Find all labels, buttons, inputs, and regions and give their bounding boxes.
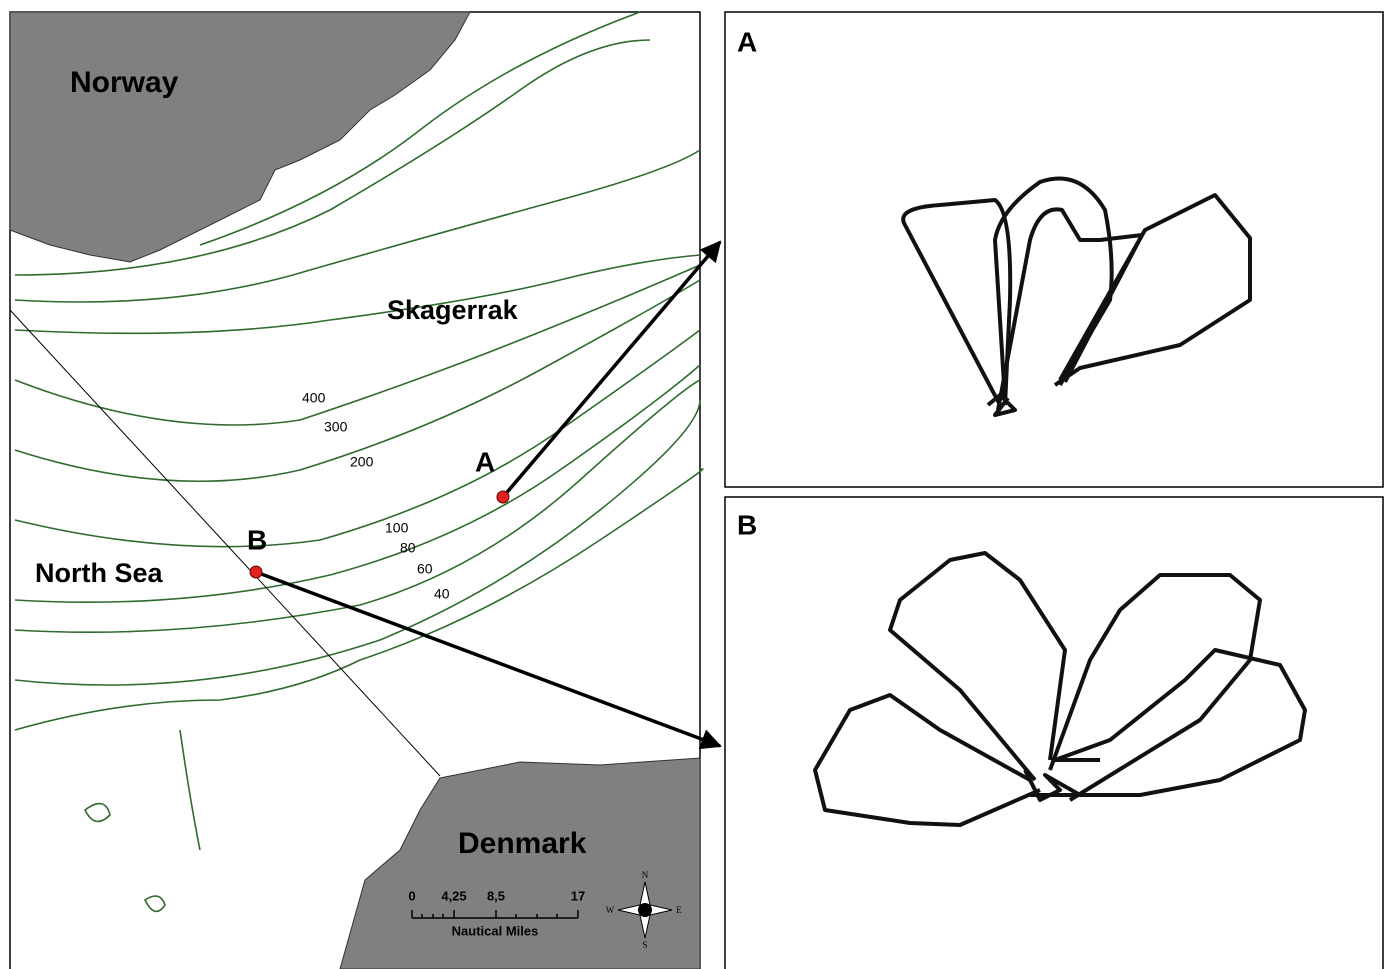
panel-label: A <box>737 26 757 57</box>
contour <box>83 802 111 823</box>
track <box>993 176 1114 401</box>
denmark-land <box>339 757 701 969</box>
track <box>1053 193 1252 387</box>
depth-label: 40 <box>434 586 450 602</box>
contour <box>143 895 166 913</box>
track <box>1053 648 1307 797</box>
compass-label: N <box>642 870 649 880</box>
contour <box>14 468 704 731</box>
contour <box>199 11 641 246</box>
place-label: Norway <box>70 66 179 99</box>
site-label: A <box>475 446 495 477</box>
scale-label: 0 <box>408 888 415 903</box>
site-label: B <box>247 524 267 555</box>
contour <box>14 279 701 483</box>
compass-center <box>638 903 652 917</box>
contour <box>14 329 701 548</box>
map-panel: Norway Skagerrak North Sea Denmark 400 3… <box>9 11 722 969</box>
panel-frame <box>724 11 1384 488</box>
place-label: Denmark <box>458 827 587 860</box>
depth-label: 300 <box>324 419 348 435</box>
contour <box>179 729 201 851</box>
scale-label: 17 <box>571 888 585 903</box>
contour <box>14 364 701 604</box>
scale-ticks <box>411 910 579 919</box>
scale-label: 4,25 <box>441 888 466 903</box>
track <box>996 207 1144 411</box>
track <box>1023 769 1082 802</box>
track <box>901 198 1013 406</box>
track <box>986 393 1017 417</box>
compass-label: E <box>676 905 682 915</box>
transect-line <box>9 309 441 777</box>
contour <box>14 149 701 303</box>
contour <box>14 264 701 426</box>
scale-bar: 0 4,25 8,5 17 Nautical Miles <box>408 888 585 938</box>
track <box>813 693 1041 827</box>
track <box>1048 573 1262 802</box>
panel-label: B <box>737 509 757 540</box>
contours <box>14 11 704 913</box>
site-marker <box>249 565 263 579</box>
place-label: North Sea <box>35 558 164 588</box>
place-label: Skagerrak <box>387 295 519 325</box>
depth-label: 200 <box>350 454 374 470</box>
depth-label: 400 <box>302 390 326 406</box>
track-panel: A <box>724 11 1384 488</box>
scale-label: 8,5 <box>487 888 505 903</box>
track <box>888 551 1067 782</box>
track-panel: B <box>724 496 1384 969</box>
scale-unit: Nautical Miles <box>452 923 539 938</box>
depth-label: 100 <box>385 520 409 536</box>
site-marker <box>496 490 510 504</box>
contour <box>14 399 701 686</box>
arrow <box>255 570 722 750</box>
compass: N E S W <box>606 870 683 950</box>
compass-label: S <box>642 940 647 950</box>
compass-label: W <box>606 905 615 915</box>
arrow <box>501 240 722 499</box>
norway-land <box>9 11 471 263</box>
depth-label: 60 <box>417 561 433 577</box>
contour <box>14 254 701 335</box>
contour <box>14 39 651 276</box>
depth-label: 80 <box>400 540 416 556</box>
contour <box>14 379 701 634</box>
